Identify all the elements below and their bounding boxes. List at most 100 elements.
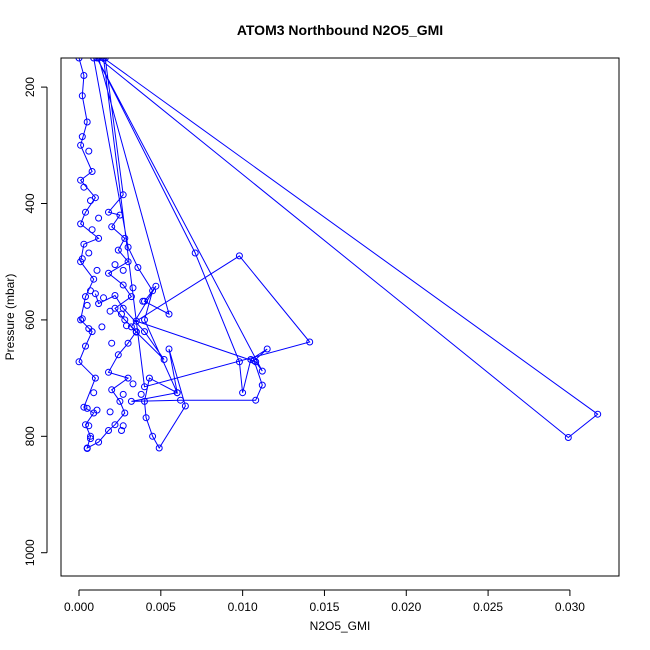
x-tick-label: 0.015 <box>309 600 339 614</box>
data-point <box>82 342 89 350</box>
data-point <box>75 358 83 366</box>
data-point <box>155 444 163 452</box>
data-point <box>134 264 142 271</box>
data-point <box>85 422 93 430</box>
data-point <box>124 339 132 347</box>
data-point <box>160 356 168 363</box>
data-point <box>119 266 127 274</box>
data-point <box>90 389 98 397</box>
data-point <box>124 243 132 251</box>
data-point <box>239 389 247 397</box>
data-point <box>111 292 119 299</box>
data-point <box>177 396 184 404</box>
data-point <box>116 397 124 405</box>
data-point <box>105 208 112 216</box>
data-point <box>87 435 94 443</box>
data-point <box>145 374 153 382</box>
data-point <box>181 402 189 410</box>
data-point <box>80 403 88 411</box>
data-point <box>235 252 243 260</box>
data-point <box>129 380 137 388</box>
data-point <box>95 438 103 446</box>
data-point <box>78 255 86 263</box>
data-point <box>141 383 148 391</box>
data-point <box>80 240 88 248</box>
data-point <box>82 421 89 429</box>
data-point <box>78 315 86 323</box>
data-point <box>111 421 119 429</box>
y-axis: 200 400 600 800 1000 <box>23 77 48 566</box>
data-point <box>77 176 85 184</box>
data-point <box>127 397 135 405</box>
data-point <box>95 58 103 62</box>
data-point <box>95 214 103 222</box>
data-point <box>82 293 89 301</box>
data-point <box>132 317 140 325</box>
x-tick-label: 0.030 <box>555 600 585 614</box>
data-point <box>258 367 266 375</box>
data-point <box>82 208 89 216</box>
data-point <box>106 408 114 416</box>
data-point <box>78 92 86 100</box>
data-point <box>87 432 94 440</box>
x-tick-label: 0.010 <box>228 600 258 614</box>
data-point <box>116 211 124 219</box>
data-point <box>88 226 96 234</box>
data-point <box>80 183 88 191</box>
data-point <box>118 427 125 434</box>
data-point <box>108 223 116 231</box>
data-point <box>106 307 114 315</box>
data-point <box>87 287 94 295</box>
data-point <box>83 404 91 412</box>
plot-frame <box>60 57 620 577</box>
data-point <box>564 434 572 441</box>
data-point <box>83 301 91 309</box>
series-points <box>75 58 602 452</box>
data-point <box>108 339 116 347</box>
data-point <box>105 368 112 376</box>
data-point <box>85 249 93 257</box>
data-point <box>121 409 129 417</box>
data-point <box>127 293 135 301</box>
data-point <box>165 345 173 353</box>
data-point <box>85 147 93 155</box>
x-tick-label: 0.020 <box>391 600 421 614</box>
data-point <box>119 281 127 289</box>
data-point <box>119 390 127 398</box>
data-point <box>139 297 147 305</box>
y-tick-label: 800 <box>23 426 37 446</box>
data-point <box>141 397 148 405</box>
data-point <box>252 396 260 404</box>
x-axis-label: N2O5_GMI <box>310 619 371 633</box>
data-point <box>105 269 112 277</box>
data-point <box>119 191 127 199</box>
data-point <box>141 328 148 336</box>
data-point <box>87 197 94 205</box>
data-point <box>93 266 101 274</box>
data-point <box>119 422 127 430</box>
data-point <box>75 58 83 62</box>
series-line <box>78 58 599 449</box>
data-point <box>80 72 88 79</box>
data-point <box>105 427 112 434</box>
data-point <box>235 358 243 366</box>
data-point <box>83 445 91 452</box>
y-tick-label: 1000 <box>23 539 37 566</box>
chart-title: ATOM3 Northbound N2O5_GMI <box>237 22 443 38</box>
data-point <box>85 325 93 333</box>
data-point <box>165 310 173 318</box>
data-point <box>173 389 181 397</box>
data-point <box>93 406 101 414</box>
data-point <box>124 374 132 382</box>
data-point <box>83 118 91 126</box>
data-point <box>114 351 122 359</box>
data-point <box>149 287 157 295</box>
data-point <box>95 234 103 242</box>
data-point <box>141 316 148 324</box>
data-point <box>191 249 199 257</box>
data-point <box>100 294 107 302</box>
data-point <box>90 58 98 62</box>
x-tick-label: 0.000 <box>64 600 94 614</box>
